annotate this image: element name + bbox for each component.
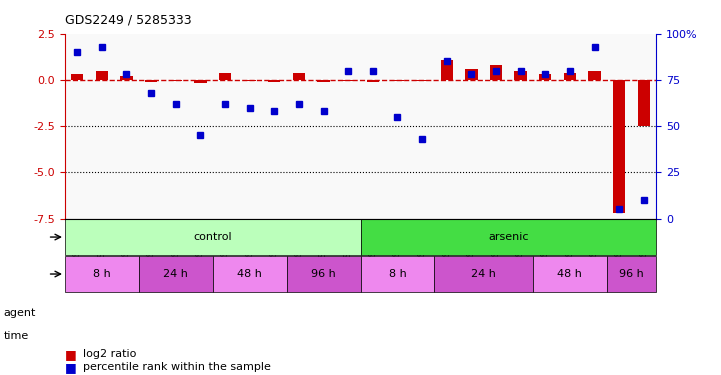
Text: ■: ■	[65, 348, 76, 361]
Bar	[637, 80, 650, 126]
Bar	[490, 65, 502, 80]
Bar	[219, 72, 231, 80]
FancyBboxPatch shape	[65, 219, 360, 255]
FancyBboxPatch shape	[607, 256, 656, 292]
Bar	[539, 74, 552, 80]
FancyBboxPatch shape	[213, 256, 286, 292]
Text: 48 h: 48 h	[237, 269, 262, 279]
Bar	[342, 80, 354, 81]
Bar	[169, 80, 182, 81]
FancyBboxPatch shape	[360, 256, 434, 292]
Bar	[194, 80, 206, 83]
Text: GDS2249 / 5285333: GDS2249 / 5285333	[65, 13, 192, 26]
FancyBboxPatch shape	[360, 219, 656, 255]
Text: time: time	[4, 331, 29, 340]
Bar	[268, 80, 280, 82]
FancyBboxPatch shape	[138, 256, 213, 292]
Text: log2 ratio: log2 ratio	[83, 350, 136, 359]
Bar	[441, 60, 453, 80]
Bar	[367, 80, 379, 82]
Bar	[96, 71, 108, 80]
Bar	[120, 76, 133, 80]
Bar	[293, 74, 305, 80]
Text: 24 h: 24 h	[163, 269, 188, 279]
Bar	[588, 71, 601, 80]
Text: agent: agent	[4, 308, 36, 318]
Text: ■: ■	[65, 361, 76, 374]
FancyBboxPatch shape	[286, 256, 360, 292]
FancyBboxPatch shape	[434, 256, 533, 292]
Bar	[244, 80, 256, 81]
Text: 24 h: 24 h	[472, 269, 496, 279]
Bar	[465, 69, 477, 80]
Bar	[613, 80, 625, 213]
Text: 96 h: 96 h	[311, 269, 336, 279]
Bar	[71, 74, 84, 80]
Bar	[515, 71, 527, 80]
Text: percentile rank within the sample: percentile rank within the sample	[83, 363, 271, 372]
Text: 8 h: 8 h	[389, 269, 407, 279]
FancyBboxPatch shape	[533, 256, 607, 292]
Bar	[416, 80, 428, 81]
Bar	[317, 80, 329, 82]
Bar	[564, 72, 576, 80]
Text: 8 h: 8 h	[93, 269, 111, 279]
Text: 48 h: 48 h	[557, 269, 583, 279]
FancyBboxPatch shape	[65, 256, 138, 292]
Bar	[145, 80, 157, 82]
Text: arsenic: arsenic	[488, 232, 528, 242]
Text: control: control	[193, 232, 232, 242]
Bar	[392, 80, 404, 81]
Text: 96 h: 96 h	[619, 269, 644, 279]
